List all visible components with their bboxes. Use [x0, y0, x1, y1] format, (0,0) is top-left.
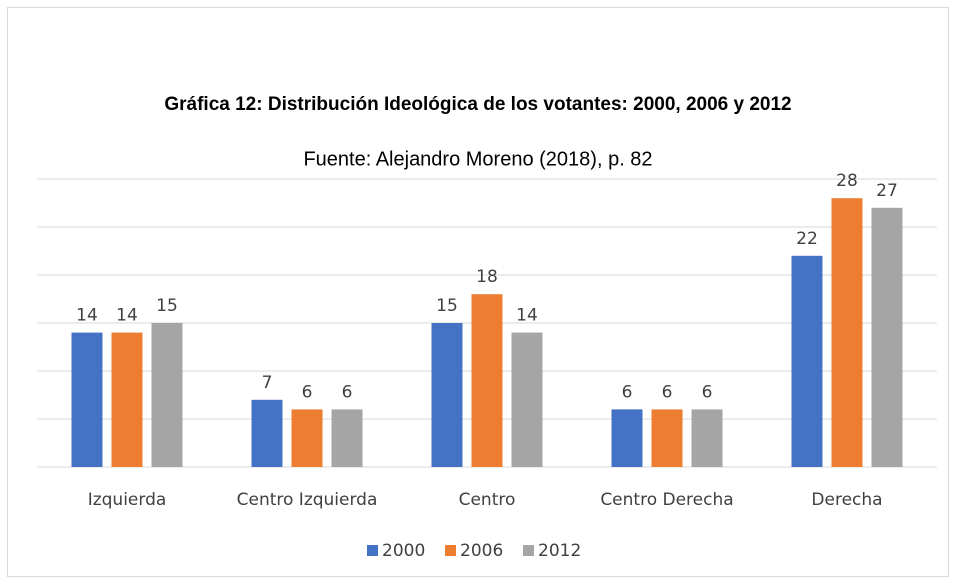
bar — [511, 332, 543, 467]
data-label: 22 — [796, 229, 818, 249]
data-label: 14 — [516, 306, 538, 326]
data-label: 6 — [302, 382, 313, 402]
x-tick-label: Derecha — [811, 490, 882, 510]
data-label: 15 — [436, 296, 458, 316]
data-label: 14 — [116, 306, 138, 326]
bar — [251, 399, 283, 467]
bar — [111, 332, 143, 467]
data-label: 6 — [622, 382, 633, 402]
legend-label: 2000 — [382, 541, 425, 561]
data-label: 7 — [262, 373, 273, 393]
data-label: 18 — [476, 267, 498, 287]
bar — [691, 409, 723, 467]
data-label: 6 — [342, 382, 353, 402]
x-tick-label: Izquierda — [88, 490, 167, 510]
x-tick-label: Centro Derecha — [600, 490, 733, 510]
bar — [291, 409, 323, 467]
legend-swatch — [523, 545, 534, 556]
bar — [331, 409, 363, 467]
legend-swatch — [445, 545, 456, 556]
legend-swatch — [367, 545, 378, 556]
data-label: 15 — [156, 296, 178, 316]
data-label: 14 — [76, 306, 98, 326]
chart-subtitle: Fuente: Alejandro Moreno (2018), p. 82 — [303, 148, 652, 170]
chart-title: Gráfica 12: Distribución Ideológica de l… — [164, 94, 792, 115]
x-tick-label: Centro Izquierda — [237, 490, 378, 510]
bar — [611, 409, 643, 467]
bar — [651, 409, 683, 467]
bar — [791, 255, 823, 467]
bar — [471, 294, 503, 467]
legend-label: 2006 — [460, 541, 503, 561]
bar — [151, 323, 183, 467]
bar — [831, 198, 863, 467]
data-label: 6 — [702, 382, 713, 402]
data-label: 28 — [836, 171, 858, 191]
legend-label: 2012 — [538, 541, 581, 561]
bar — [871, 207, 903, 468]
data-label: 27 — [876, 181, 898, 201]
data-label: 6 — [662, 382, 673, 402]
bar — [431, 323, 463, 467]
bar — [71, 332, 103, 467]
x-tick-label: Centro — [459, 490, 516, 510]
